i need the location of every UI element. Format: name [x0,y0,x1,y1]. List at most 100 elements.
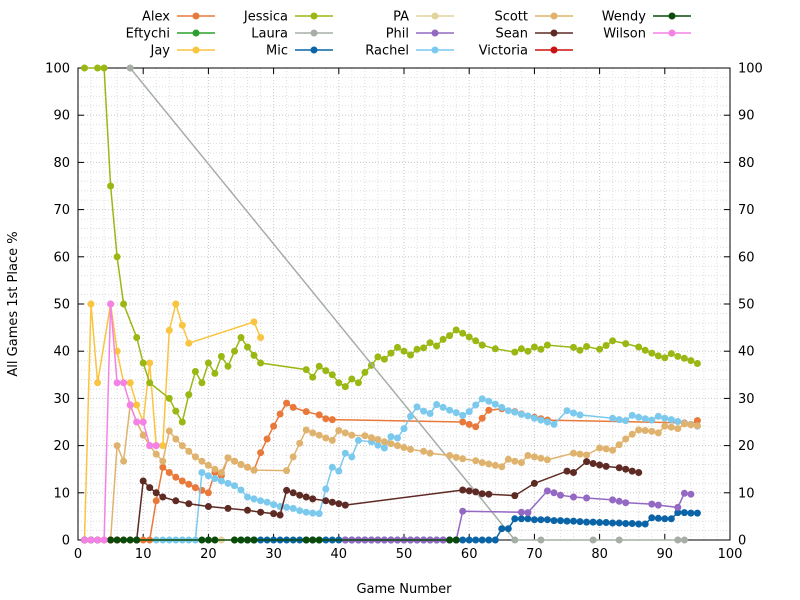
point-mic [635,520,643,528]
point-jessica [120,300,128,308]
point-scott [498,463,506,471]
point-sean [563,467,571,475]
point-sean [635,469,643,476]
point-jessica [348,375,356,383]
point-jessica [491,345,499,353]
point-mic [465,536,473,544]
point-scott [446,452,454,459]
point-mic [680,509,688,517]
point-laura [674,536,682,544]
point-sean [622,465,630,473]
point-mic [478,536,486,544]
point-wilson [100,536,108,544]
point-scott [485,460,493,468]
series-scott [107,401,701,544]
point-rachel [302,508,310,516]
x-tick-label: 10 [135,547,152,562]
point-rachel [341,449,349,457]
point-jessica [133,334,141,341]
point-jessica [211,369,219,377]
point-scott [400,444,408,451]
point-sean [530,479,538,487]
point-jessica [107,182,115,190]
point-mic [615,519,623,527]
point-jessica [113,253,121,261]
point-rachel [407,412,414,420]
point-jessica [146,379,154,387]
point-rachel [394,434,401,442]
point-rachel [237,486,245,494]
point-scott [204,461,212,469]
point-jay [185,339,193,347]
point-phil [459,507,467,515]
point-scott [583,451,591,459]
point-rachel [563,407,571,415]
point-scott [165,427,173,435]
legend-marker-jay [192,46,200,54]
legend-marker-sean [550,29,558,37]
point-rachel [674,418,682,425]
point-jessica [191,368,199,375]
point-rachel [524,412,532,420]
point-rachel [511,408,519,416]
point-jessica [576,346,584,354]
series-jessica [81,64,701,426]
point-scott [543,456,551,464]
point-sean [328,498,336,506]
point-scott [628,430,636,438]
legend-item-sean: Sean [496,27,573,42]
legend-label-sean: Sean [496,27,528,42]
point-scott [615,441,623,449]
point-rachel [537,416,545,424]
point-mic [563,517,571,525]
point-wilson [81,536,88,544]
point-sean [615,464,623,472]
point-rachel [628,411,636,419]
point-wendy [452,536,460,544]
point-jessica [459,329,467,337]
point-jay [126,379,134,387]
point-scott [224,454,232,462]
point-wilson [139,418,147,426]
point-scott [309,429,317,437]
point-mic [472,536,480,544]
point-jessica [661,354,669,362]
point-rachel [335,467,343,475]
point-jay [172,300,180,308]
point-alex [315,411,323,419]
point-jessica [257,359,265,367]
legend-item-eftychi: Eftychi [126,27,215,42]
series-laura [126,64,688,544]
point-phil [524,509,532,517]
point-jessica [302,366,310,374]
point-jessica [472,337,480,345]
point-alex [159,463,167,471]
point-mic [641,520,649,528]
point-jessica [81,64,88,72]
point-scott [517,459,525,467]
point-scott [491,461,499,469]
x-tick-label: 50 [396,547,413,562]
series-jay [81,300,265,544]
point-jessica [139,359,147,367]
point-wendy [302,536,310,544]
point-sean [146,484,154,492]
point-alex [459,418,467,426]
point-scott [674,425,682,433]
point-scott [537,454,545,462]
point-jay [87,300,95,308]
point-jessica [413,345,421,353]
point-alex [152,497,160,505]
grid [78,68,730,540]
point-alex [283,399,291,407]
point-jay [94,379,102,387]
point-scott [407,445,414,453]
point-phil [570,493,577,501]
point-rachel [452,409,460,417]
point-mic [517,515,525,523]
point-scott [570,449,577,457]
point-jay [133,401,141,409]
point-rachel [491,400,499,408]
point-jessica [635,343,643,351]
x-tick-label: 40 [331,547,348,562]
